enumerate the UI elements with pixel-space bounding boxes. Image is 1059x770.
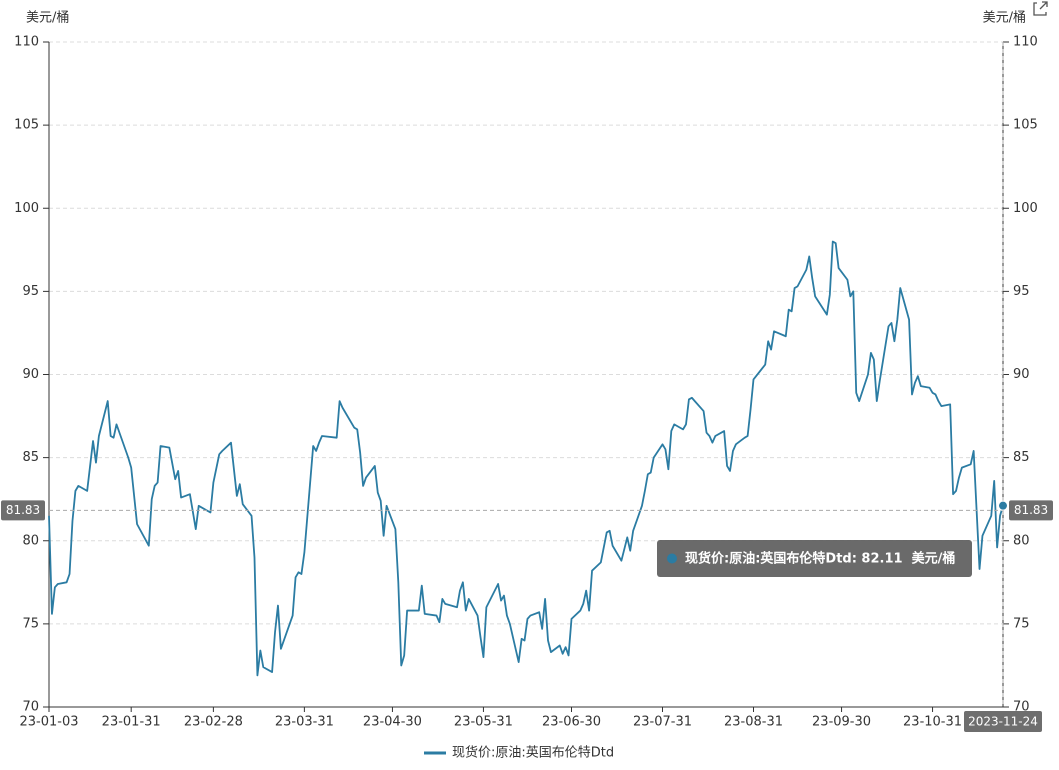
y-tick-label: 95: [22, 284, 39, 299]
y-tick-label: 100: [14, 201, 39, 216]
y-tick-label: 85: [22, 450, 39, 465]
export-icon[interactable]: [1033, 1, 1048, 16]
crosshair-x-label: 2023-11-24: [968, 715, 1038, 729]
y2-tick-label: 80: [1013, 533, 1030, 548]
x-tick-label: 23-09-30: [812, 715, 871, 730]
x-tick-label: 23-10-31: [903, 715, 962, 730]
x-tick-label: 23-06-30: [542, 715, 601, 730]
crosshair-label-right: 81.83: [1014, 503, 1048, 517]
x-tick-label: 23-08-31: [724, 715, 783, 730]
y-unit-left: 美元/桶: [26, 11, 69, 26]
hover-point: [998, 500, 1008, 511]
y2-tick-label: 85: [1013, 450, 1030, 465]
x-tick-label: 23-07-31: [633, 715, 692, 730]
x-tick-label: 23-04-30: [363, 715, 422, 730]
legend-label: 现货价:原油:英国布伦特Dtd: [452, 745, 614, 761]
x-tick-label: 23-01-31: [102, 715, 161, 730]
x-tick-label: 23-03-31: [275, 715, 334, 730]
y2-tick-label: 105: [1013, 118, 1038, 133]
y-tick-label: 70: [22, 700, 39, 715]
y2-tick-label: 90: [1013, 367, 1030, 382]
export-arrow[interactable]: [1039, 1, 1048, 10]
y-tick-label: 105: [14, 118, 39, 133]
y-tick-label: 110: [14, 35, 39, 50]
x-tick-label: 23-01-03: [19, 715, 78, 730]
y2-tick-label: 70: [1013, 700, 1030, 715]
crosshair-label-bg: [1009, 500, 1053, 521]
y-unit-right: 美元/桶: [983, 11, 1026, 26]
y-tick-label: 80: [22, 533, 39, 548]
y2-tick-label: 100: [1013, 201, 1038, 216]
y2-tick-label: 75: [1013, 616, 1030, 631]
tooltip-bg: [657, 540, 972, 577]
crosshair-label-left: 81.83: [6, 503, 40, 517]
y2-tick-label: 110: [1013, 35, 1038, 50]
tooltip-text: 现货价:原油:英国布伦特Dtd: 82.11 美元/桶: [685, 551, 955, 567]
y-tick-label: 75: [22, 616, 39, 631]
y-tick-label: 90: [22, 367, 39, 382]
y2-tick-label: 95: [1013, 284, 1030, 299]
series-line: [48, 240, 1004, 677]
crosshair-label-bg: [1, 500, 45, 521]
x-tick-label: 23-05-31: [454, 715, 513, 730]
export-box[interactable]: [1033, 2, 1047, 16]
crosshair-x-label-bg: [964, 711, 1042, 732]
tooltip-dot: [667, 553, 677, 564]
x-tick-label: 23-02-28: [184, 715, 243, 730]
